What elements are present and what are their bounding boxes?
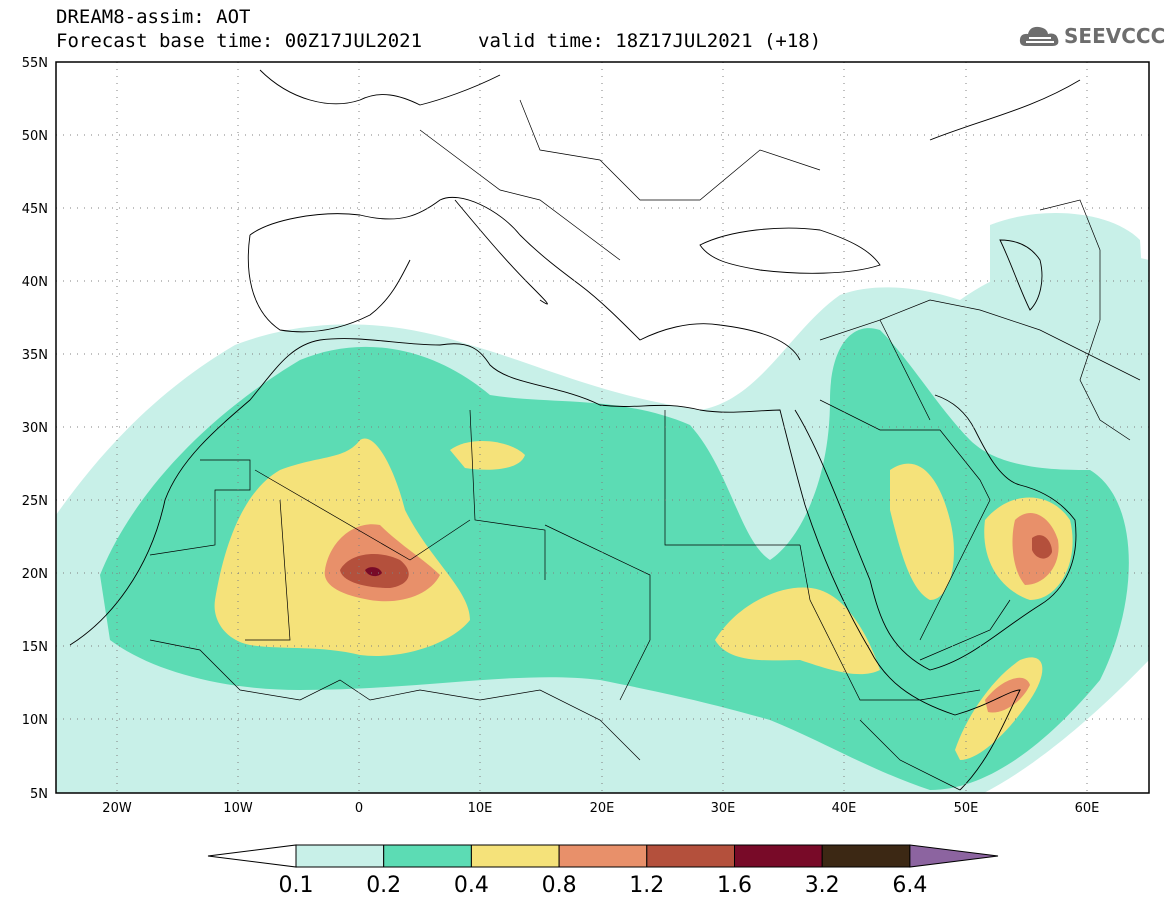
colorbar-label: 0.4 [454,873,489,898]
lon-label: 20W [102,801,132,816]
coastline-europe [249,196,801,361]
border-sudan-chad [544,524,651,701]
coastline-arabia [794,394,1077,671]
border-saudi [819,399,991,641]
border-westafrica [149,639,641,761]
lat-label: 20N [22,567,48,582]
coastlines [69,69,1081,791]
colorbar-swatch [470,844,560,868]
graticule [56,62,1149,793]
aot-band-1.6 [365,567,382,577]
border-caspian-east [1039,199,1131,441]
lat-label: 30N [22,421,48,436]
coastline-caspian [999,239,1043,311]
lon-axis: 20W 10W 0 10E 20E 30E 40E 50E 60E [102,801,1099,816]
colorbar-high-arrow [909,844,999,868]
lon-label: 60E [1075,801,1100,816]
coastline-iberia [247,234,411,333]
map-title: DREAM8-assim: AOT [56,6,251,28]
lat-label: 35N [22,348,48,363]
lat-axis: 55N 50N 45N 40N 35N 30N 25N 20N 15N 10N … [22,56,48,802]
colorbar-swatch [558,844,648,868]
logo-text: SEEVCCC [1064,24,1165,48]
lat-label: 40N [22,275,48,290]
lon-label: 10W [223,801,253,816]
lat-label: 5N [30,787,48,802]
colorbar-label: 0.2 [366,873,401,898]
colorbar-label: 6.4 [892,873,927,898]
valid-time: valid time: 18Z17JUL2021 (+18) [478,30,822,52]
lon-label: 50E [954,801,979,816]
lat-label: 55N [22,56,48,71]
lon-label: 40E [832,801,857,816]
border-yemen [919,599,1011,661]
lat-label: 10N [22,713,48,728]
border-europe-east [519,99,821,201]
coastline-africa [69,338,1021,791]
colorbar-label: 0.1 [279,873,314,898]
lat-label: 15N [22,640,48,655]
aot-band-0.4-nile [715,587,880,675]
colorbar-label: 1.6 [717,873,752,898]
colorbar-swatch [646,844,735,868]
seevccc-logo: SEEVCCC [1018,22,1165,50]
border-algeria-mali [254,469,471,561]
border-ethiopia [799,544,981,701]
lon-label: 30E [711,801,736,816]
lon-label: 20E [590,801,615,816]
colorbar-swatch [821,844,911,868]
forecast-base-time: Forecast base time: 00Z17JUL2021 [56,30,423,52]
colorbar-swatch [383,844,472,868]
border-europe-central [419,129,621,261]
lon-label: 0 [355,801,363,816]
border-libya [469,409,546,580]
aot-band-0.8-somalia [985,677,1030,713]
border-somalia [859,719,961,791]
colorbar-low-arrow [207,844,297,868]
colorbar-label: 1.2 [629,873,664,898]
lon-label: 10E [468,801,493,816]
aot-band-1.2-oman [1032,535,1052,559]
aot-field [56,213,1149,793]
country-borders [149,99,1141,791]
aot-band-0.4-libya [450,440,525,470]
cloud-icon [1019,26,1059,46]
coastline-italy [454,199,548,305]
colorbar-swatch [295,844,385,868]
border-egypt [664,410,800,546]
colorbar-label: 0.8 [542,873,577,898]
aot-band-0.1-sea [990,213,1145,324]
lat-label: 45N [22,202,48,217]
coastline-north [259,69,1081,141]
colorbar-swatch [734,844,823,868]
coastline-blacksea [699,227,881,274]
border-mauritania-mali [245,499,291,641]
lat-label: 25N [22,494,48,509]
border-westernsahara [149,459,251,556]
border-iran [879,299,1141,381]
border-iraq [819,319,931,421]
map-frame [55,61,1150,794]
aot-band-0.4-arabia [890,463,954,600]
colorbar-label: 3.2 [805,873,840,898]
lat-label: 50N [22,129,48,144]
colorbar: 0.1 0.2 0.4 0.8 1.2 1.6 3.2 6.4 [207,844,999,898]
